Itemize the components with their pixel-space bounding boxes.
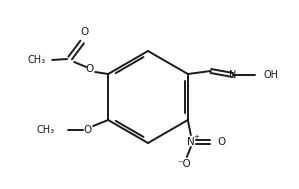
Text: O: O [80,27,88,37]
Text: N: N [187,137,195,147]
Text: +: + [193,134,199,140]
Text: O: O [85,64,93,74]
Text: O: O [218,137,226,147]
Text: N: N [229,70,237,80]
Text: OH: OH [264,70,279,80]
Text: ⁻O: ⁻O [177,159,191,169]
Text: CH₃: CH₃ [27,55,45,65]
Text: O: O [83,125,91,135]
Text: CH₃: CH₃ [36,125,54,135]
